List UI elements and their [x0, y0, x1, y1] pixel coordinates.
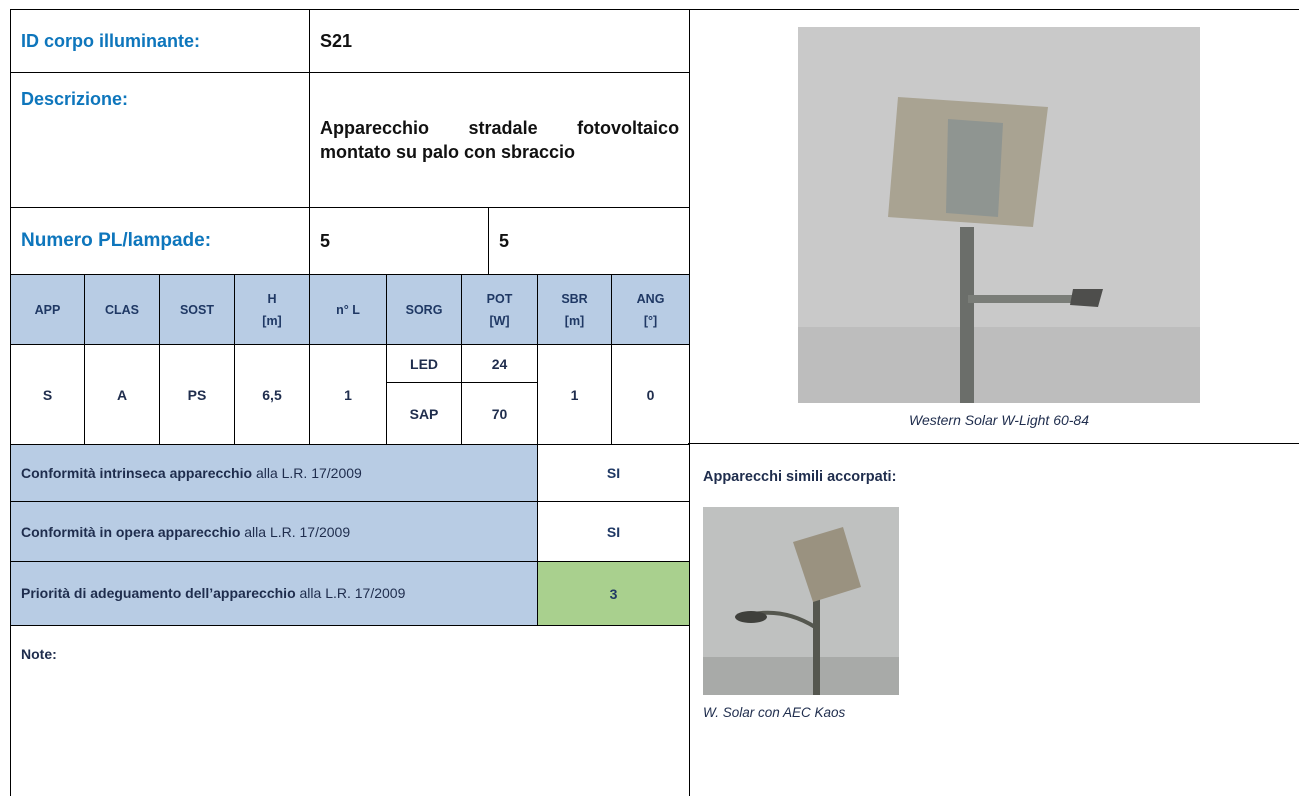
- mid-rule: [688, 443, 1299, 444]
- column-header-text: CLAS: [104, 302, 140, 317]
- lamps-split: 5 5: [310, 208, 689, 274]
- column-header-row: APP CLAS SOST H [m] n° L SORG POT [W] SBR [m] AN…: [10, 274, 691, 345]
- sheet-table: ID corpo illuminante: S21 Descrizione: A…: [9, 9, 691, 796]
- compliance-bold: Conformità intrinseca apparecchio: [21, 465, 253, 481]
- n-l: 1: [309, 344, 388, 445]
- column-header-text: SBR [m]: [561, 291, 588, 328]
- lamps-label: Numero PL/lampade:: [9, 207, 311, 275]
- sbr: 1: [537, 344, 613, 445]
- photo-caption: Western Solar W-Light 60-84: [908, 412, 1089, 428]
- description-row: Descrizione: Apparecchio stradale fotovo…: [9, 72, 691, 208]
- lamps-value: 5: [499, 230, 510, 251]
- id-value: S21: [309, 9, 691, 73]
- similar-photo: [703, 507, 899, 695]
- column-header: n° L: [309, 274, 388, 345]
- lamps-row: Numero PL/lampade: 5 5: [9, 207, 691, 275]
- column-header-text: SOST: [179, 302, 215, 317]
- column-header: H [m]: [233, 274, 311, 345]
- compliance-row: Priorità di adeguamento dell’apparecchio…: [9, 561, 691, 626]
- lamps-value: 5: [310, 208, 490, 274]
- ang: 0: [611, 344, 691, 445]
- column-header-text: n° L: [336, 302, 360, 317]
- compliance-rest: alla L.R. 17/2009: [240, 523, 351, 540]
- compliance-row: Conformità intrinseca apparecchio alla L…: [9, 444, 691, 502]
- lamps-values: 5 5: [309, 207, 691, 275]
- compliance-text: Conformità in opera apparecchio alla L.R…: [9, 501, 539, 562]
- top-rule: [688, 9, 1299, 10]
- compliance-text: Priorità di adeguamento dell’apparecchio…: [9, 561, 539, 626]
- sorg: LED: [386, 344, 463, 383]
- column-header: SORG: [386, 274, 463, 345]
- compliance-row: Conformità in opera apparecchio alla L.R…: [9, 501, 691, 562]
- compliance-value: 3: [537, 561, 691, 626]
- h: 6,5: [233, 344, 311, 445]
- column-header: ANG [°]: [611, 274, 691, 345]
- compliance-rest: alla L.R. 17/2009: [295, 585, 406, 601]
- column-header: CLAS: [84, 274, 160, 345]
- column-header-text: ANG [°]: [636, 291, 665, 328]
- notes-row: Note:: [9, 625, 691, 796]
- compliance-value: SI: [537, 501, 691, 562]
- column-header-text: POT [W]: [486, 291, 513, 328]
- id-label: ID corpo illuminante:: [9, 9, 311, 73]
- column-header: SBR [m]: [537, 274, 613, 345]
- sost: PS: [159, 344, 235, 445]
- column-header-text: APP: [34, 302, 61, 317]
- data-row: S A PS 6,5 1 LED 24 1 0: [10, 344, 691, 445]
- column-header-text: SORG: [405, 302, 443, 317]
- pot: 70: [461, 382, 539, 445]
- description-label: Descrizione:: [9, 72, 311, 208]
- app: S: [10, 344, 85, 445]
- description-value: Apparecchio stradale fotovoltaico montat…: [309, 72, 691, 208]
- pot: 24: [461, 344, 539, 383]
- compliance-value: SI: [537, 444, 691, 502]
- notes-label: Note:: [9, 625, 691, 796]
- main-photo: [798, 27, 1200, 403]
- column-header-text: H [m]: [262, 291, 282, 328]
- compliance-bold: Conformità in opera apparecchio: [21, 523, 241, 540]
- similar-caption: W. Solar con AEC Kaos: [703, 705, 846, 720]
- column-header: APP: [10, 274, 85, 345]
- data-row: SAP 70: [11, 382, 690, 445]
- similar-label: Apparecchi simili accorpati:: [703, 469, 897, 485]
- compliance-bold: Priorità di adeguamento dell’apparecchio: [21, 585, 296, 601]
- clas: A: [84, 344, 160, 445]
- id-row: ID corpo illuminante: S21: [9, 9, 691, 73]
- compliance-text: Conformità intrinseca apparecchio alla L…: [9, 444, 539, 502]
- column-header: POT [W]: [461, 274, 539, 345]
- sorg: SAP: [386, 382, 463, 445]
- column-header: SOST: [159, 274, 235, 345]
- compliance-rest: alla L.R. 17/2009: [252, 465, 362, 481]
